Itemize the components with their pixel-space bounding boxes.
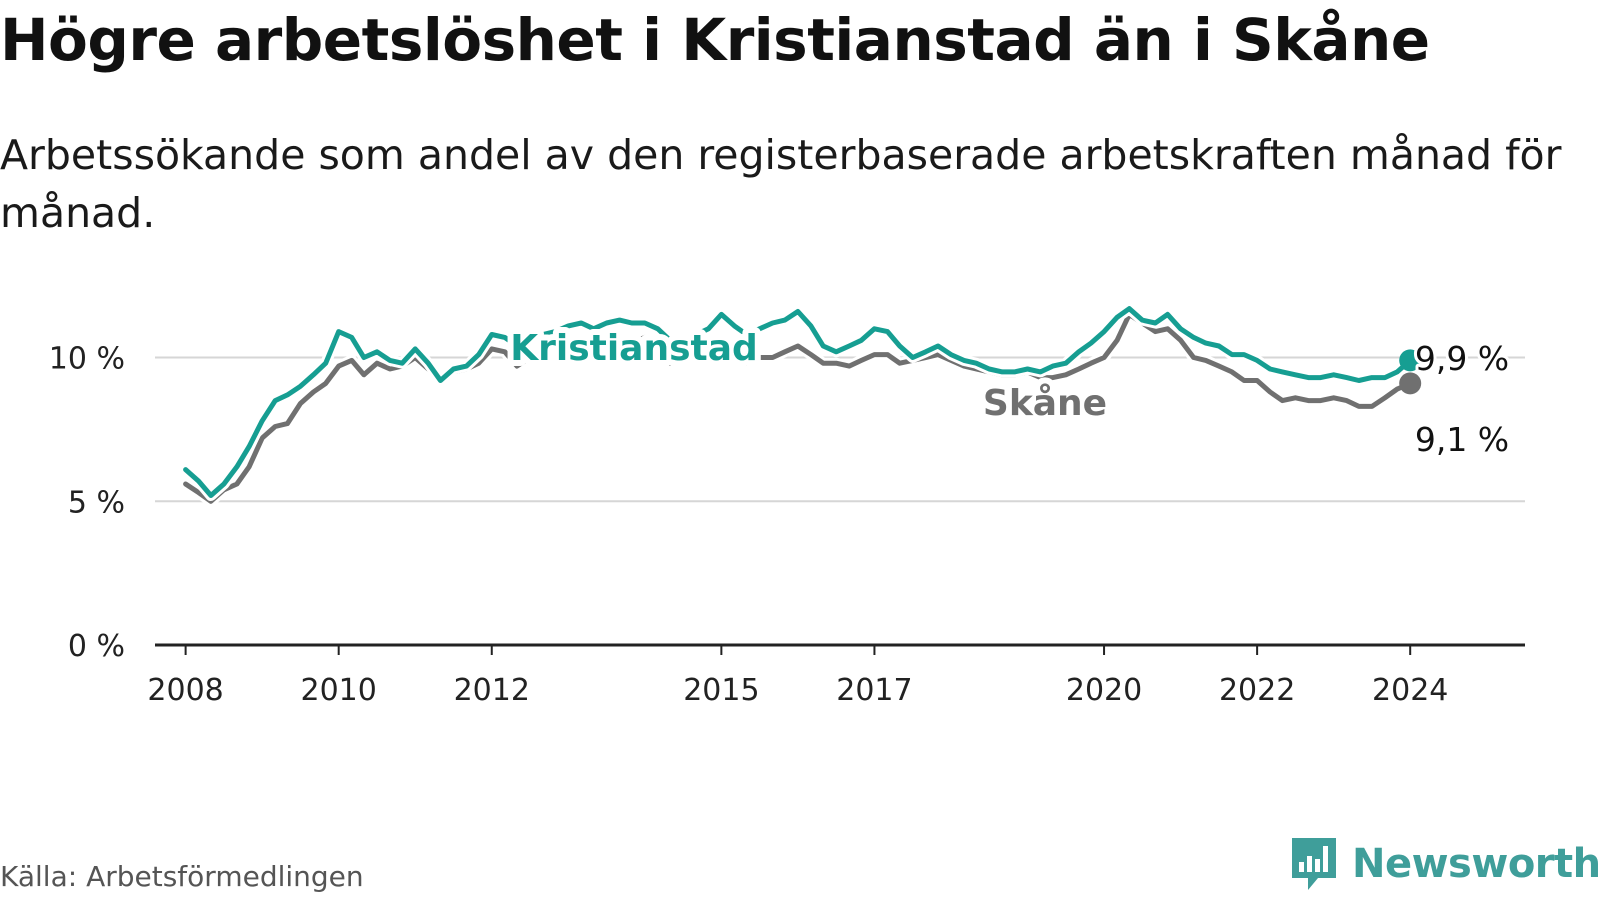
- brand-name: Newsworthy: [1352, 841, 1600, 887]
- y-axis-ticks: 0 % 5 % 10 %: [49, 342, 125, 665]
- x-tick-label: 2012: [454, 673, 530, 708]
- series-halo: [180, 308, 1416, 507]
- brand[interactable]: Newsworthy: [1288, 836, 1600, 892]
- source-note: Källa: Arbetsförmedlingen: [0, 860, 364, 893]
- series-end-label: 9,1 %: [1415, 420, 1509, 459]
- series-line-kristianstad: [183, 306, 1413, 498]
- x-tick-label: 2020: [1066, 673, 1142, 708]
- y-tick-label: 10 %: [49, 342, 125, 377]
- series-halo: [180, 303, 1416, 501]
- series-label-kristianstad: Kristianstad: [510, 328, 758, 369]
- x-tick-label: 2024: [1372, 673, 1448, 708]
- x-axis: 2008 2010 2012 2015 2017 2020 2022 2024: [147, 643, 1525, 708]
- series-lines: [180, 303, 1422, 507]
- series-end-dot: [1399, 349, 1422, 372]
- x-tick-label: 2022: [1219, 673, 1295, 708]
- series-line-skne: [183, 311, 1413, 504]
- newsworthy-logo-icon: [1292, 838, 1336, 890]
- series-labels: Skåne 9,1 % Kristianstad 9,9 %: [504, 322, 1512, 462]
- x-tick-label: 2010: [301, 673, 377, 708]
- x-tick-label: 2015: [683, 673, 759, 708]
- y-tick-label: 0 %: [68, 629, 125, 664]
- chart-subtitle: Arbetssökande som andel av den registerb…: [0, 131, 1562, 237]
- series-end-dot: [1399, 372, 1422, 395]
- series-end-label: 9,9 %: [1415, 339, 1509, 378]
- x-tick-label: 2017: [836, 673, 912, 708]
- chart-title: Högre arbetslöshet i Kristianstad än i S…: [0, 6, 1430, 74]
- y-tick-label: 5 %: [68, 485, 125, 520]
- series-label-skne: Skåne: [983, 383, 1107, 424]
- x-tick-label: 2008: [147, 673, 223, 708]
